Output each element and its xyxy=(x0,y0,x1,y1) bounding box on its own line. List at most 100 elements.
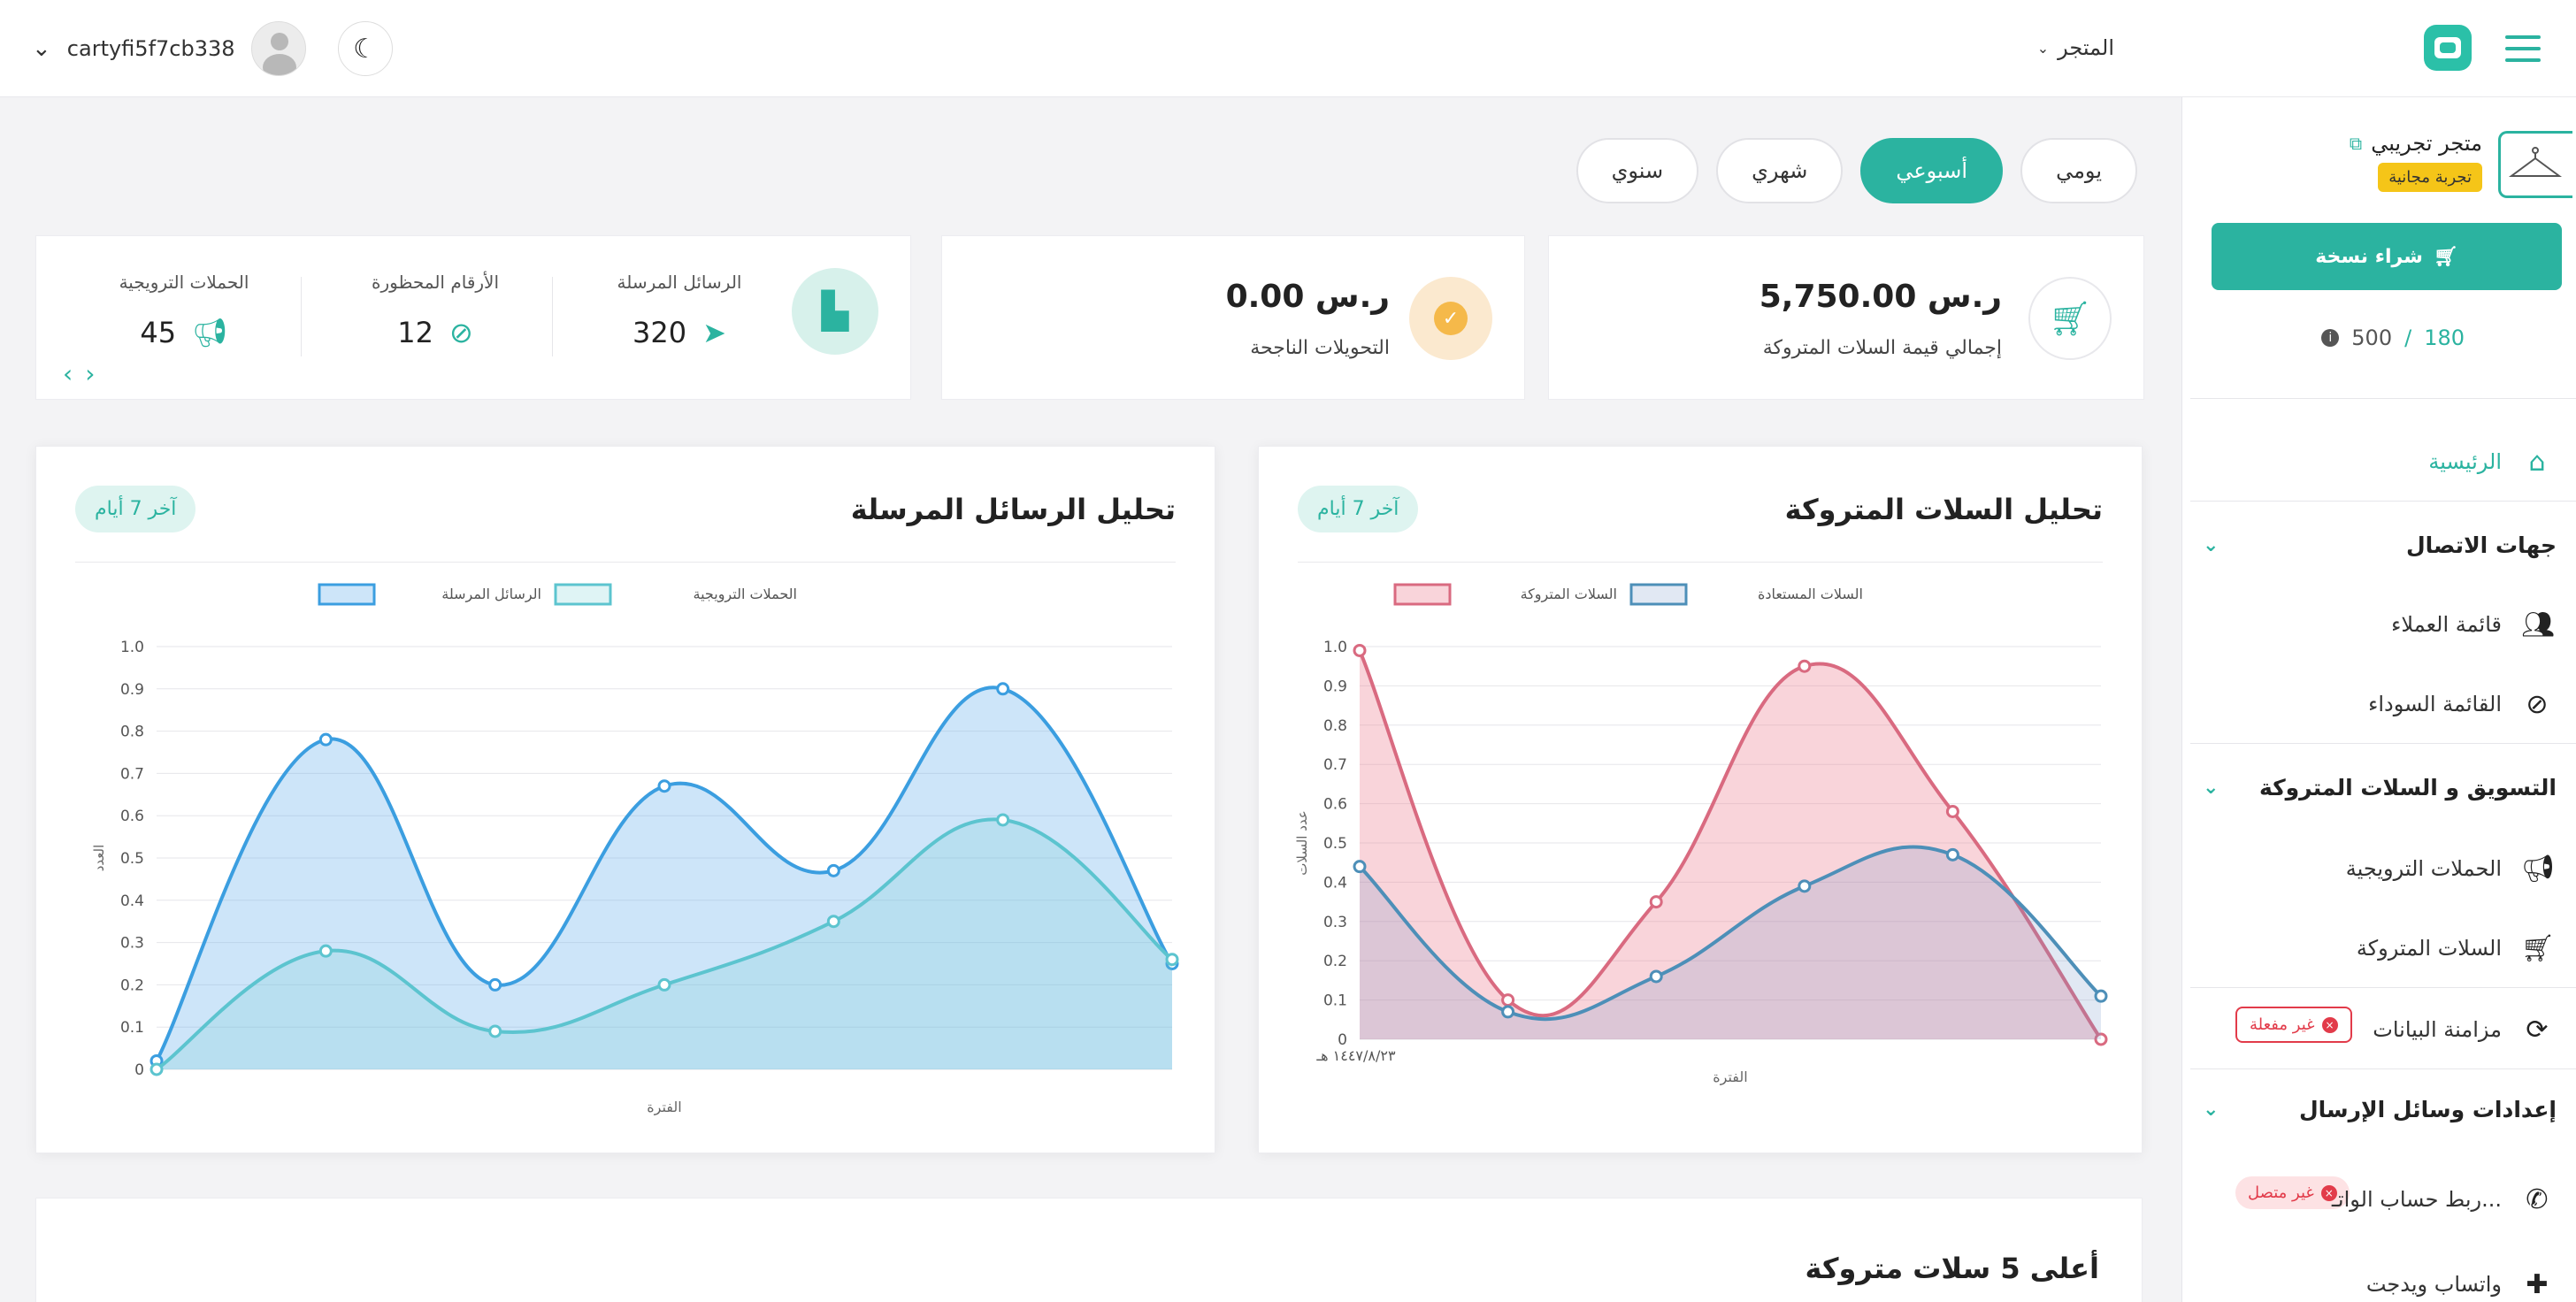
sent-value: 320 xyxy=(632,316,687,349)
y-axis-label: عدد السلات xyxy=(1294,810,1310,875)
nav-customers-label: قائمة العملاء xyxy=(2391,612,2502,637)
legend-swatch xyxy=(554,583,612,606)
whatsapp-status-badge: غير متصل × xyxy=(2235,1176,2350,1209)
send-icon: ➤ xyxy=(702,316,726,349)
data-point xyxy=(996,682,1010,696)
store-logo xyxy=(2498,131,2572,198)
data-point xyxy=(1798,879,1812,893)
y-tick-label: 0.8 xyxy=(1323,717,1347,735)
series-line xyxy=(1358,845,2103,1022)
store-menu[interactable]: ⌄ المتجر xyxy=(2037,35,2114,60)
messages-stats-card: ▙ الرسائل المرسلة 320 ➤ الأرقام المحظورة … xyxy=(35,235,911,400)
legend-swatch xyxy=(1629,583,1688,606)
campaigns-value: 45 xyxy=(140,316,177,349)
chevron-down-icon[interactable]: ⌄ xyxy=(32,35,51,62)
top-abandoned-carts-title: أعلى 5 سلات متروكة xyxy=(1805,1252,2099,1285)
legend-swatch xyxy=(1393,583,1452,606)
quota-separator: / xyxy=(2404,326,2412,350)
sync-status-label: غير مفعلة xyxy=(2250,1015,2315,1034)
y-tick-label: 0.1 xyxy=(120,1019,144,1037)
nav-whatsapp-link-label: ربط حساب الواتـ... xyxy=(2331,1187,2502,1212)
tab-monthly[interactable]: شهري xyxy=(1716,138,1844,203)
nav-blacklist[interactable]: القائمة السوداء ⊘ xyxy=(2368,686,2553,722)
check-badge-icon: ✓ xyxy=(1409,277,1492,360)
series-area xyxy=(157,687,1172,1069)
y-tick-label: 0.9 xyxy=(120,681,144,699)
nav-group-marketing[interactable]: ⌄ التسويق و السلات المتروكة xyxy=(2203,770,2557,805)
legend-label: السلات المتروكة xyxy=(1521,586,1617,603)
username[interactable]: cartyfi5f7cb338 xyxy=(66,36,235,61)
menu-icon[interactable] xyxy=(2505,35,2541,62)
chevron-down-icon: ⌄ xyxy=(2203,533,2220,556)
nav-data-sync[interactable]: مزامنة البيانات ⟳ xyxy=(2373,1012,2553,1047)
y-tick-label: 0.6 xyxy=(120,808,144,825)
data-point xyxy=(488,1024,502,1038)
data-point xyxy=(826,915,840,929)
divider xyxy=(552,277,553,356)
quota-total: 500 xyxy=(2351,326,2393,350)
chart-icon: ▙ xyxy=(792,268,878,355)
moon-icon[interactable]: ☾ xyxy=(337,21,393,76)
nav-group-send-settings[interactable]: ⌄ إعدادات وسائل الإرسال xyxy=(2203,1091,2557,1127)
divider xyxy=(2190,987,2576,988)
blocked-label: الأرقام المحظورة xyxy=(371,272,499,293)
abandoned-value-card: 🛒︎ 5,750.00 ر.س إجمالي قيمة السلات المتر… xyxy=(1548,235,2144,400)
tab-daily[interactable]: يومي xyxy=(2020,138,2137,203)
campaigns-stat: الحملات الترويجية 45 📢︎ xyxy=(73,272,295,349)
nav-whatsapp-link[interactable]: ربط حساب الواتـ... ✆ xyxy=(2332,1182,2553,1217)
divider xyxy=(2190,1068,2576,1069)
brand-logo-icon[interactable] xyxy=(2424,25,2472,71)
conversions-value: 0.00 ر.س xyxy=(1225,279,1390,315)
user-avatar-icon[interactable] xyxy=(250,21,306,76)
chevron-down-icon: ⌄ xyxy=(2203,776,2220,799)
user-menu[interactable]: ⌄ cartyfi5f7cb338 ☾ xyxy=(32,21,393,76)
carts-chart-range-tag: آخر 7 أيام xyxy=(1298,486,1419,532)
y-tick-label: 0.3 xyxy=(1323,914,1347,931)
y-tick-label: 0.5 xyxy=(1323,835,1347,853)
legend-swatch xyxy=(318,583,376,606)
cart-icon: 🛒︎ xyxy=(2433,245,2458,268)
legend-label: الرسائل المرسلة xyxy=(441,586,541,603)
tab-yearly[interactable]: سنوي xyxy=(1576,138,1699,203)
nav-abandoned-carts-label: السلات المتروكة xyxy=(2356,936,2502,961)
whatsapp-icon: ✆ xyxy=(2526,1183,2549,1215)
y-tick-label: 0.1 xyxy=(1323,992,1347,1010)
store-name[interactable]: ⧉ متجر تجريبي xyxy=(2350,131,2482,156)
sidebar: ⧉ متجر تجريبي تجربة مجانية شراء نسخة 🛒︎ … xyxy=(2181,97,2576,1302)
store-name-label: متجر تجريبي xyxy=(2371,131,2482,156)
message-quota: i 500 / 180 xyxy=(2321,326,2465,350)
conversions-label: التحويلات الناجحة xyxy=(1250,337,1390,359)
nav-campaigns[interactable]: الحملات الترويجية 📢︎ xyxy=(2345,851,2555,886)
y-axis-label: العدد xyxy=(91,845,107,872)
conversions-card: ✓ 0.00 ر.س التحويلات الناجحة xyxy=(941,235,1525,400)
carts-chart-title: تحليل السلات المتروكة xyxy=(1784,493,2103,526)
data-point xyxy=(318,732,333,747)
sync-icon: ⟳ xyxy=(2526,1014,2549,1045)
data-point xyxy=(1353,860,1367,874)
nav-campaigns-label: الحملات الترويجية xyxy=(2345,856,2502,881)
quota-used: 180 xyxy=(2424,326,2465,350)
info-icon[interactable]: i xyxy=(2321,329,2340,347)
nav-home[interactable]: الرئيسية ⌂ xyxy=(2428,444,2553,479)
tab-weekly[interactable]: أسبوعي xyxy=(1860,138,2004,203)
chevron-left-icon[interactable]: ‹ xyxy=(63,359,73,388)
nav-group-contacts[interactable]: ⌄ جهات الاتصال xyxy=(2203,527,2557,563)
top-bar: ⌄ المتجر ⌄ cartyfi5f7cb338 ☾ xyxy=(0,0,2576,97)
sync-status-badge: غير مفعلة × xyxy=(2235,1007,2352,1043)
buy-button[interactable]: شراء نسخة 🛒︎ xyxy=(2212,223,2562,290)
data-point xyxy=(1649,895,1663,909)
divider xyxy=(2190,501,2576,502)
data-point xyxy=(2094,989,2108,1003)
nav-abandoned-carts[interactable]: السلات المتروكة 🛒︎ xyxy=(2356,931,2555,966)
nav-whatsapp-widget[interactable]: واتساب ويدجت ✚ xyxy=(2366,1267,2553,1302)
data-point xyxy=(1649,969,1663,984)
external-link-icon[interactable]: ⧉ xyxy=(2349,133,2363,154)
close-circle-icon: × xyxy=(2320,1184,2337,1201)
users-icon: 👥︎ xyxy=(2521,609,2556,640)
data-point xyxy=(1353,643,1367,657)
nav-customers[interactable]: قائمة العملاء 👥︎ xyxy=(2391,607,2556,642)
y-tick-label: 0.4 xyxy=(1323,874,1347,892)
carts-chart: 0 0.1 0.2 0.3 0.4 0.5 0.6 0.7 0.8 0.9 1.0 الفترة عدد… xyxy=(1294,583,2108,1086)
chevron-right-icon[interactable]: › xyxy=(85,359,96,388)
nav-group-contacts-label: جهات الاتصال xyxy=(2405,532,2557,558)
